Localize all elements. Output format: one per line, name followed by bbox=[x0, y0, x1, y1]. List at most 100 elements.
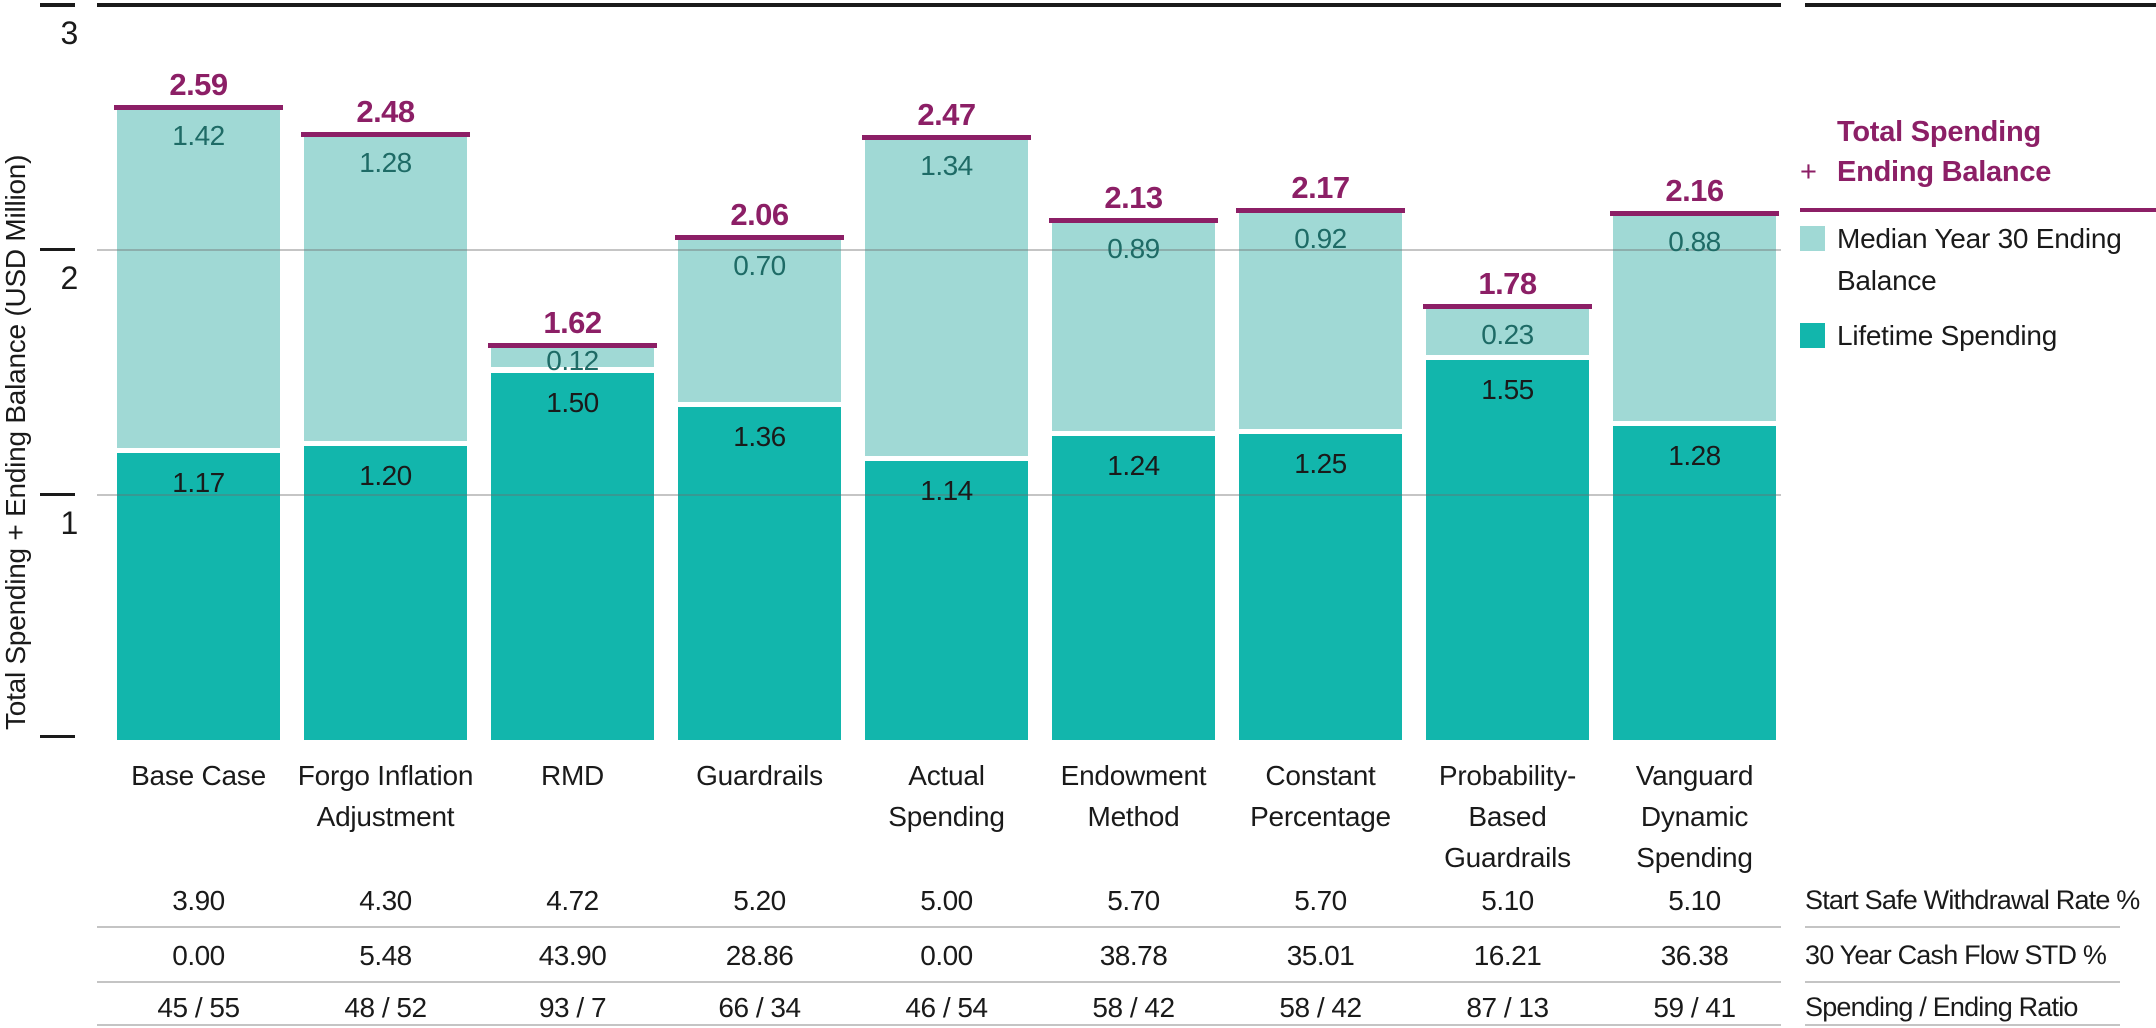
segment-ending-balance bbox=[1239, 208, 1402, 429]
stat-value: 5.70 bbox=[1294, 885, 1347, 916]
category-label-line: Spending bbox=[888, 801, 1005, 832]
stat-value: 0.00 bbox=[172, 940, 225, 971]
stat-value: 36.38 bbox=[1660, 940, 1729, 971]
table-rule bbox=[97, 926, 1781, 928]
total-value-label: 2.59 bbox=[169, 67, 228, 103]
stat-value: 28.86 bbox=[725, 940, 794, 971]
stat-value: 0.00 bbox=[920, 940, 973, 971]
category-label: Constant Percentage bbox=[1227, 755, 1414, 837]
y-tick-label: 3 bbox=[60, 15, 78, 51]
category-label: Base Case bbox=[105, 755, 292, 796]
stat-row-label: Start Safe Withdrawal Rate % bbox=[1805, 885, 2140, 915]
total-marker-line bbox=[1610, 210, 1779, 216]
y-tick bbox=[40, 248, 75, 251]
category-label: Endowment Method bbox=[1040, 755, 1227, 837]
legend-total-line2: + Ending Balance bbox=[1800, 152, 2051, 192]
stat-value: 16.21 bbox=[1473, 940, 1542, 971]
lifetime-spending-value-label: 1.36 bbox=[733, 420, 786, 452]
ending-balance-value-label: 1.28 bbox=[359, 147, 412, 179]
segment-lifetime-spending bbox=[1052, 436, 1215, 740]
category-label: Vanguard Dynamic Spending bbox=[1601, 755, 1788, 878]
segment-lifetime-spending bbox=[117, 453, 280, 740]
stat-value: 5.48 bbox=[359, 940, 412, 971]
table-rule bbox=[97, 1024, 1781, 1026]
segment-lifetime-spending bbox=[1426, 360, 1589, 740]
ending-balance-value-label: 0.88 bbox=[1668, 225, 1721, 257]
segment-ending-balance bbox=[678, 235, 841, 402]
legend-total-line1: Total Spending bbox=[1837, 116, 2041, 148]
category-label-line: RMD bbox=[540, 760, 605, 791]
segment-lifetime-spending bbox=[1613, 426, 1776, 740]
category-label-line: Percentage bbox=[1250, 801, 1391, 832]
lifetime-spending-value-label: 1.55 bbox=[1481, 374, 1534, 406]
segment-lifetime-spending bbox=[491, 372, 654, 740]
axis-top-rule bbox=[97, 3, 1781, 7]
total-marker-line bbox=[301, 132, 470, 138]
legend-label-lifetime-spending: Lifetime Spending bbox=[1837, 320, 2058, 351]
segment-lifetime-spending bbox=[865, 460, 1028, 740]
y-tick-label: 1 bbox=[60, 505, 78, 541]
table-rule bbox=[1805, 1024, 2120, 1026]
y-tick bbox=[40, 493, 75, 496]
segment-ending-balance bbox=[1613, 210, 1776, 422]
ending-balance-value-label: 1.42 bbox=[172, 120, 225, 152]
stat-value: 59 / 41 bbox=[1653, 992, 1736, 1023]
category-label-line: Adjustment bbox=[316, 801, 455, 832]
total-marker-line bbox=[1423, 303, 1592, 309]
stat-value: 5.10 bbox=[1668, 885, 1721, 916]
legend-total-title: Total Spending + Ending Balance bbox=[1800, 112, 2051, 192]
stat-value: 46 / 54 bbox=[905, 992, 988, 1023]
stat-value: 5.20 bbox=[733, 885, 786, 916]
table-rule bbox=[97, 981, 1781, 983]
total-marker-line bbox=[862, 134, 1031, 140]
ending-balance-value-label: 0.92 bbox=[1294, 223, 1347, 255]
plus-marker: + bbox=[1800, 156, 1817, 188]
lifetime-spending-value-label: 1.50 bbox=[546, 386, 599, 418]
category-label-line: Based bbox=[1468, 801, 1547, 832]
total-value-label: 1.78 bbox=[1478, 265, 1537, 301]
category-label-line: Method bbox=[1087, 801, 1180, 832]
ending-balance-value-label: 0.89 bbox=[1107, 233, 1160, 265]
legend-swatch-ending-balance bbox=[1800, 226, 1825, 251]
stat-value: 5.70 bbox=[1107, 885, 1160, 916]
ending-balance-value-label: 1.34 bbox=[920, 149, 973, 181]
segment-ending-balance bbox=[865, 134, 1028, 456]
stat-value: 66 / 34 bbox=[718, 992, 801, 1023]
segment-ending-balance bbox=[117, 105, 280, 449]
total-value-label: 2.48 bbox=[356, 94, 415, 130]
stat-value: 38.78 bbox=[1099, 940, 1168, 971]
category-label-line: Constant bbox=[1265, 760, 1376, 791]
total-marker-line bbox=[114, 105, 283, 111]
category-label-line: Vanguard bbox=[1635, 760, 1754, 791]
total-marker-line bbox=[675, 235, 844, 241]
stat-value: 4.72 bbox=[546, 885, 599, 916]
category-label-line: Spending bbox=[1636, 842, 1753, 873]
total-value-label: 2.47 bbox=[917, 96, 976, 132]
y-axis-title: Total Spending + Ending Balance (USD Mil… bbox=[0, 154, 31, 730]
ending-balance-value-label: 0.23 bbox=[1481, 318, 1534, 350]
total-value-label: 2.16 bbox=[1665, 172, 1724, 208]
stat-value: 43.90 bbox=[538, 940, 607, 971]
lifetime-spending-value-label: 1.24 bbox=[1107, 450, 1160, 482]
segment-ending-balance bbox=[1426, 303, 1589, 356]
legend-total-line-marker bbox=[1800, 208, 2156, 212]
legend-label-ending-balance: Median Year 30 Ending Balance bbox=[1837, 223, 2122, 296]
category-label-line: Base Case bbox=[131, 760, 266, 791]
segment-ending-balance bbox=[1052, 218, 1215, 432]
stat-value: 58 / 42 bbox=[1279, 992, 1362, 1023]
lifetime-spending-value-label: 1.14 bbox=[920, 474, 973, 506]
stat-row-label: Spending / Ending Ratio bbox=[1805, 992, 2078, 1022]
stat-value: 48 / 52 bbox=[344, 992, 427, 1023]
lifetime-spending-value-label: 1.17 bbox=[172, 467, 225, 499]
category-label: Actual Spending bbox=[853, 755, 1040, 837]
ending-balance-value-label: 0.70 bbox=[733, 250, 786, 282]
total-value-label: 2.06 bbox=[730, 197, 789, 233]
total-value-label: 2.17 bbox=[1291, 170, 1350, 206]
total-marker-line bbox=[1236, 208, 1405, 214]
stat-value: 45 / 55 bbox=[157, 992, 240, 1023]
stat-value: 3.90 bbox=[172, 885, 225, 916]
stat-value: 58 / 42 bbox=[1092, 992, 1175, 1023]
category-label-line: Forgo Inflation bbox=[297, 760, 474, 791]
category-label-line: Guardrails bbox=[1444, 842, 1571, 873]
